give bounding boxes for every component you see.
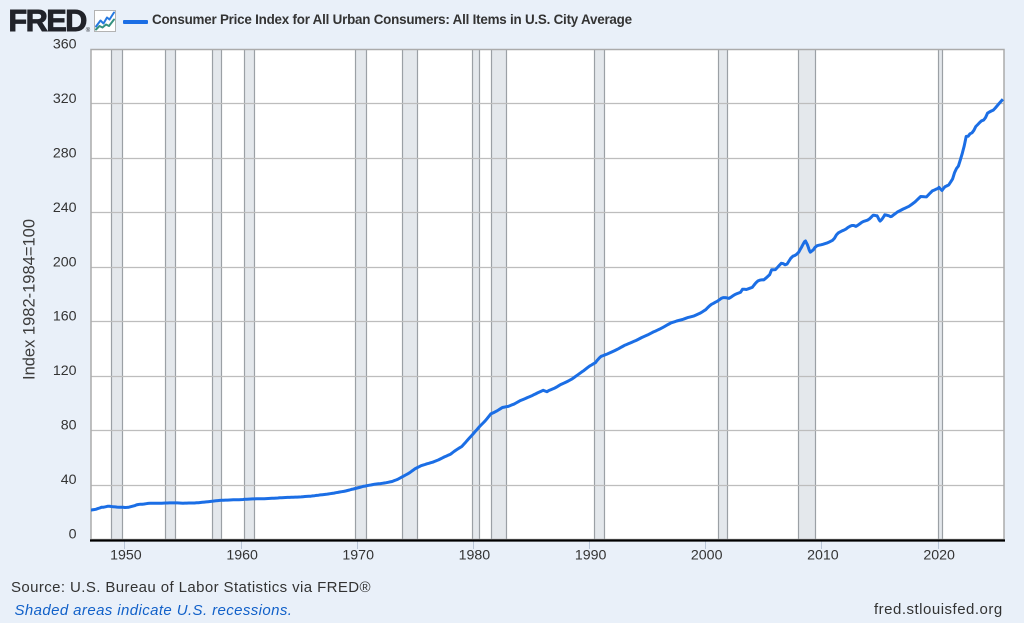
svg-text:1960: 1960	[226, 548, 258, 564]
svg-text:360: 360	[53, 37, 77, 53]
svg-text:0: 0	[69, 527, 77, 543]
svg-text:80: 80	[61, 418, 77, 434]
svg-text:200: 200	[53, 254, 77, 270]
svg-text:280: 280	[53, 145, 77, 161]
svg-text:2010: 2010	[807, 548, 839, 564]
svg-text:1990: 1990	[575, 548, 607, 564]
svg-text:1980: 1980	[459, 548, 491, 564]
svg-text:1970: 1970	[342, 548, 374, 564]
svg-text:40: 40	[61, 472, 77, 488]
svg-text:160: 160	[53, 309, 77, 325]
svg-text:320: 320	[53, 91, 77, 107]
svg-text:2000: 2000	[691, 548, 723, 564]
svg-text:2020: 2020	[923, 548, 955, 564]
svg-text:1950: 1950	[110, 548, 142, 564]
svg-text:120: 120	[53, 363, 77, 379]
svg-text:240: 240	[53, 200, 77, 216]
